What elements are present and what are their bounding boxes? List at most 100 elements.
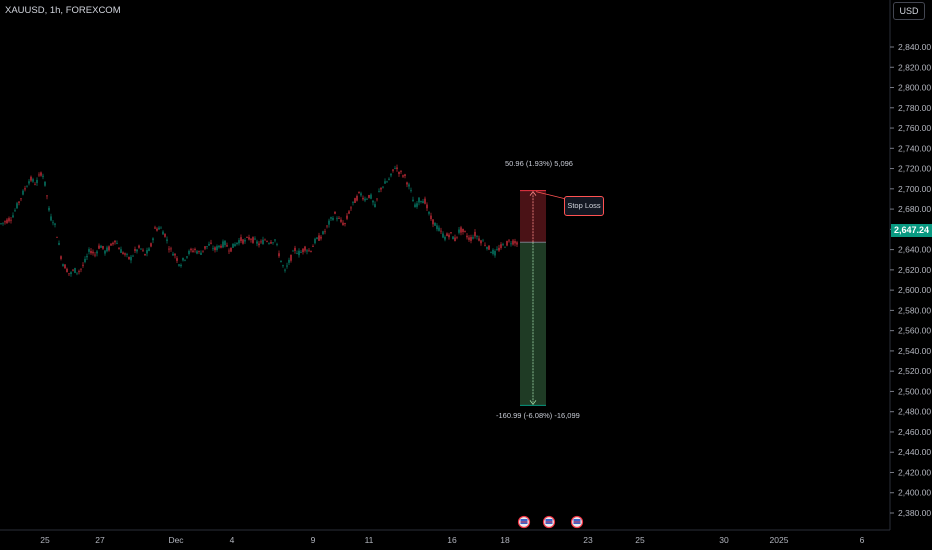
candle-body	[370, 194, 372, 199]
candle-body	[2, 222, 4, 224]
candle-body	[104, 250, 106, 254]
x-tick-label: 16	[447, 535, 457, 545]
time-axis[interactable]: 25 27 Dec 4 9 11 16 18 23 25 30 2025 6	[40, 535, 864, 545]
candle-body	[200, 252, 202, 255]
y-tick-label: 2,480.00	[898, 407, 931, 417]
candle-body	[182, 257, 184, 261]
candle-body	[108, 246, 110, 251]
candle-body	[86, 255, 88, 258]
candle-body	[210, 242, 212, 244]
candle-body	[52, 222, 54, 224]
candle-body	[26, 186, 28, 188]
y-tick-label: 2,380.00	[898, 508, 931, 518]
candle-body	[420, 201, 422, 202]
candle-body	[464, 230, 466, 232]
candle-body	[446, 233, 448, 237]
candle-body	[118, 248, 120, 250]
candle-body	[158, 227, 160, 230]
candle-body	[454, 237, 456, 242]
candle-body	[98, 245, 100, 249]
candle-body	[298, 250, 300, 256]
candle-body	[244, 239, 246, 242]
candle-body	[174, 253, 176, 256]
candle-body	[106, 247, 108, 252]
event-flag-icon[interactable]	[570, 515, 584, 529]
candle-body	[508, 240, 510, 242]
candle-body	[114, 240, 116, 243]
candle-body	[236, 242, 238, 245]
currency-button[interactable]: USD	[893, 2, 925, 20]
candle-body	[458, 229, 460, 233]
candle-body	[320, 236, 322, 239]
candle-body	[178, 264, 180, 266]
candle-body	[10, 219, 12, 221]
candle-body	[14, 210, 16, 212]
candle-body	[56, 236, 58, 238]
candle-body	[338, 218, 340, 219]
candle-body	[248, 237, 250, 240]
candle-body	[288, 259, 290, 263]
position-tool[interactable]	[520, 190, 567, 406]
candle-body	[166, 239, 168, 241]
candle-body	[294, 247, 296, 251]
candle-body	[260, 241, 262, 243]
candle-body	[126, 253, 128, 255]
candle-body	[450, 232, 452, 233]
event-markers[interactable]	[517, 515, 584, 529]
candle-body	[322, 231, 324, 235]
candle-body	[138, 245, 140, 248]
candle-body	[90, 250, 92, 254]
candle-body	[306, 250, 308, 252]
candle-body	[232, 243, 234, 248]
candle-body	[496, 249, 498, 251]
candle-body	[292, 250, 294, 252]
stop-arrow-head	[529, 190, 537, 196]
candle-body	[156, 228, 158, 231]
candle-body	[214, 247, 216, 251]
candle-body	[270, 242, 272, 244]
candle-body	[30, 176, 32, 181]
candle-body	[386, 181, 388, 183]
event-flag-icon[interactable]	[542, 515, 556, 529]
candle-body	[398, 171, 400, 175]
candle-body	[112, 242, 114, 245]
candle-body	[418, 197, 420, 203]
candle-body	[414, 204, 416, 208]
candle-body	[140, 248, 142, 250]
candle-body	[284, 269, 286, 271]
candle-body	[258, 243, 260, 246]
candle-body	[132, 255, 134, 257]
candle-body	[246, 237, 248, 238]
candle-body	[350, 207, 352, 209]
candle-body	[64, 264, 66, 269]
candle-body	[510, 243, 512, 245]
candle-body	[6, 219, 8, 224]
candle-body	[406, 182, 408, 185]
candle-body	[438, 227, 440, 231]
candle-body	[378, 191, 380, 192]
candle-body	[186, 256, 188, 258]
x-tick-label: Dec	[168, 535, 184, 545]
candle-body	[44, 181, 46, 186]
candle-body	[46, 195, 48, 197]
candle-body	[238, 240, 240, 244]
candle-body	[504, 246, 506, 248]
candle-body	[134, 249, 136, 251]
candle-body	[16, 203, 18, 209]
candle-body	[462, 228, 464, 233]
candle-body	[92, 251, 94, 254]
price-axis[interactable]: 2,840.00 2,820.00 2,800.00 2,780.00 2,760.00…	[890, 42, 931, 518]
candle-body	[160, 227, 162, 229]
x-tick-label: 11	[365, 535, 374, 545]
candle-body	[402, 175, 404, 177]
candle-body	[374, 204, 376, 208]
candle-body	[286, 265, 288, 267]
candle-body	[376, 198, 378, 200]
candle-body	[94, 254, 96, 256]
candle-body	[242, 239, 244, 244]
candle-body	[120, 249, 122, 253]
y-tick-label: 2,400.00	[898, 488, 931, 498]
event-flag-icon[interactable]	[517, 515, 531, 529]
y-tick-label: 2,440.00	[898, 447, 931, 457]
